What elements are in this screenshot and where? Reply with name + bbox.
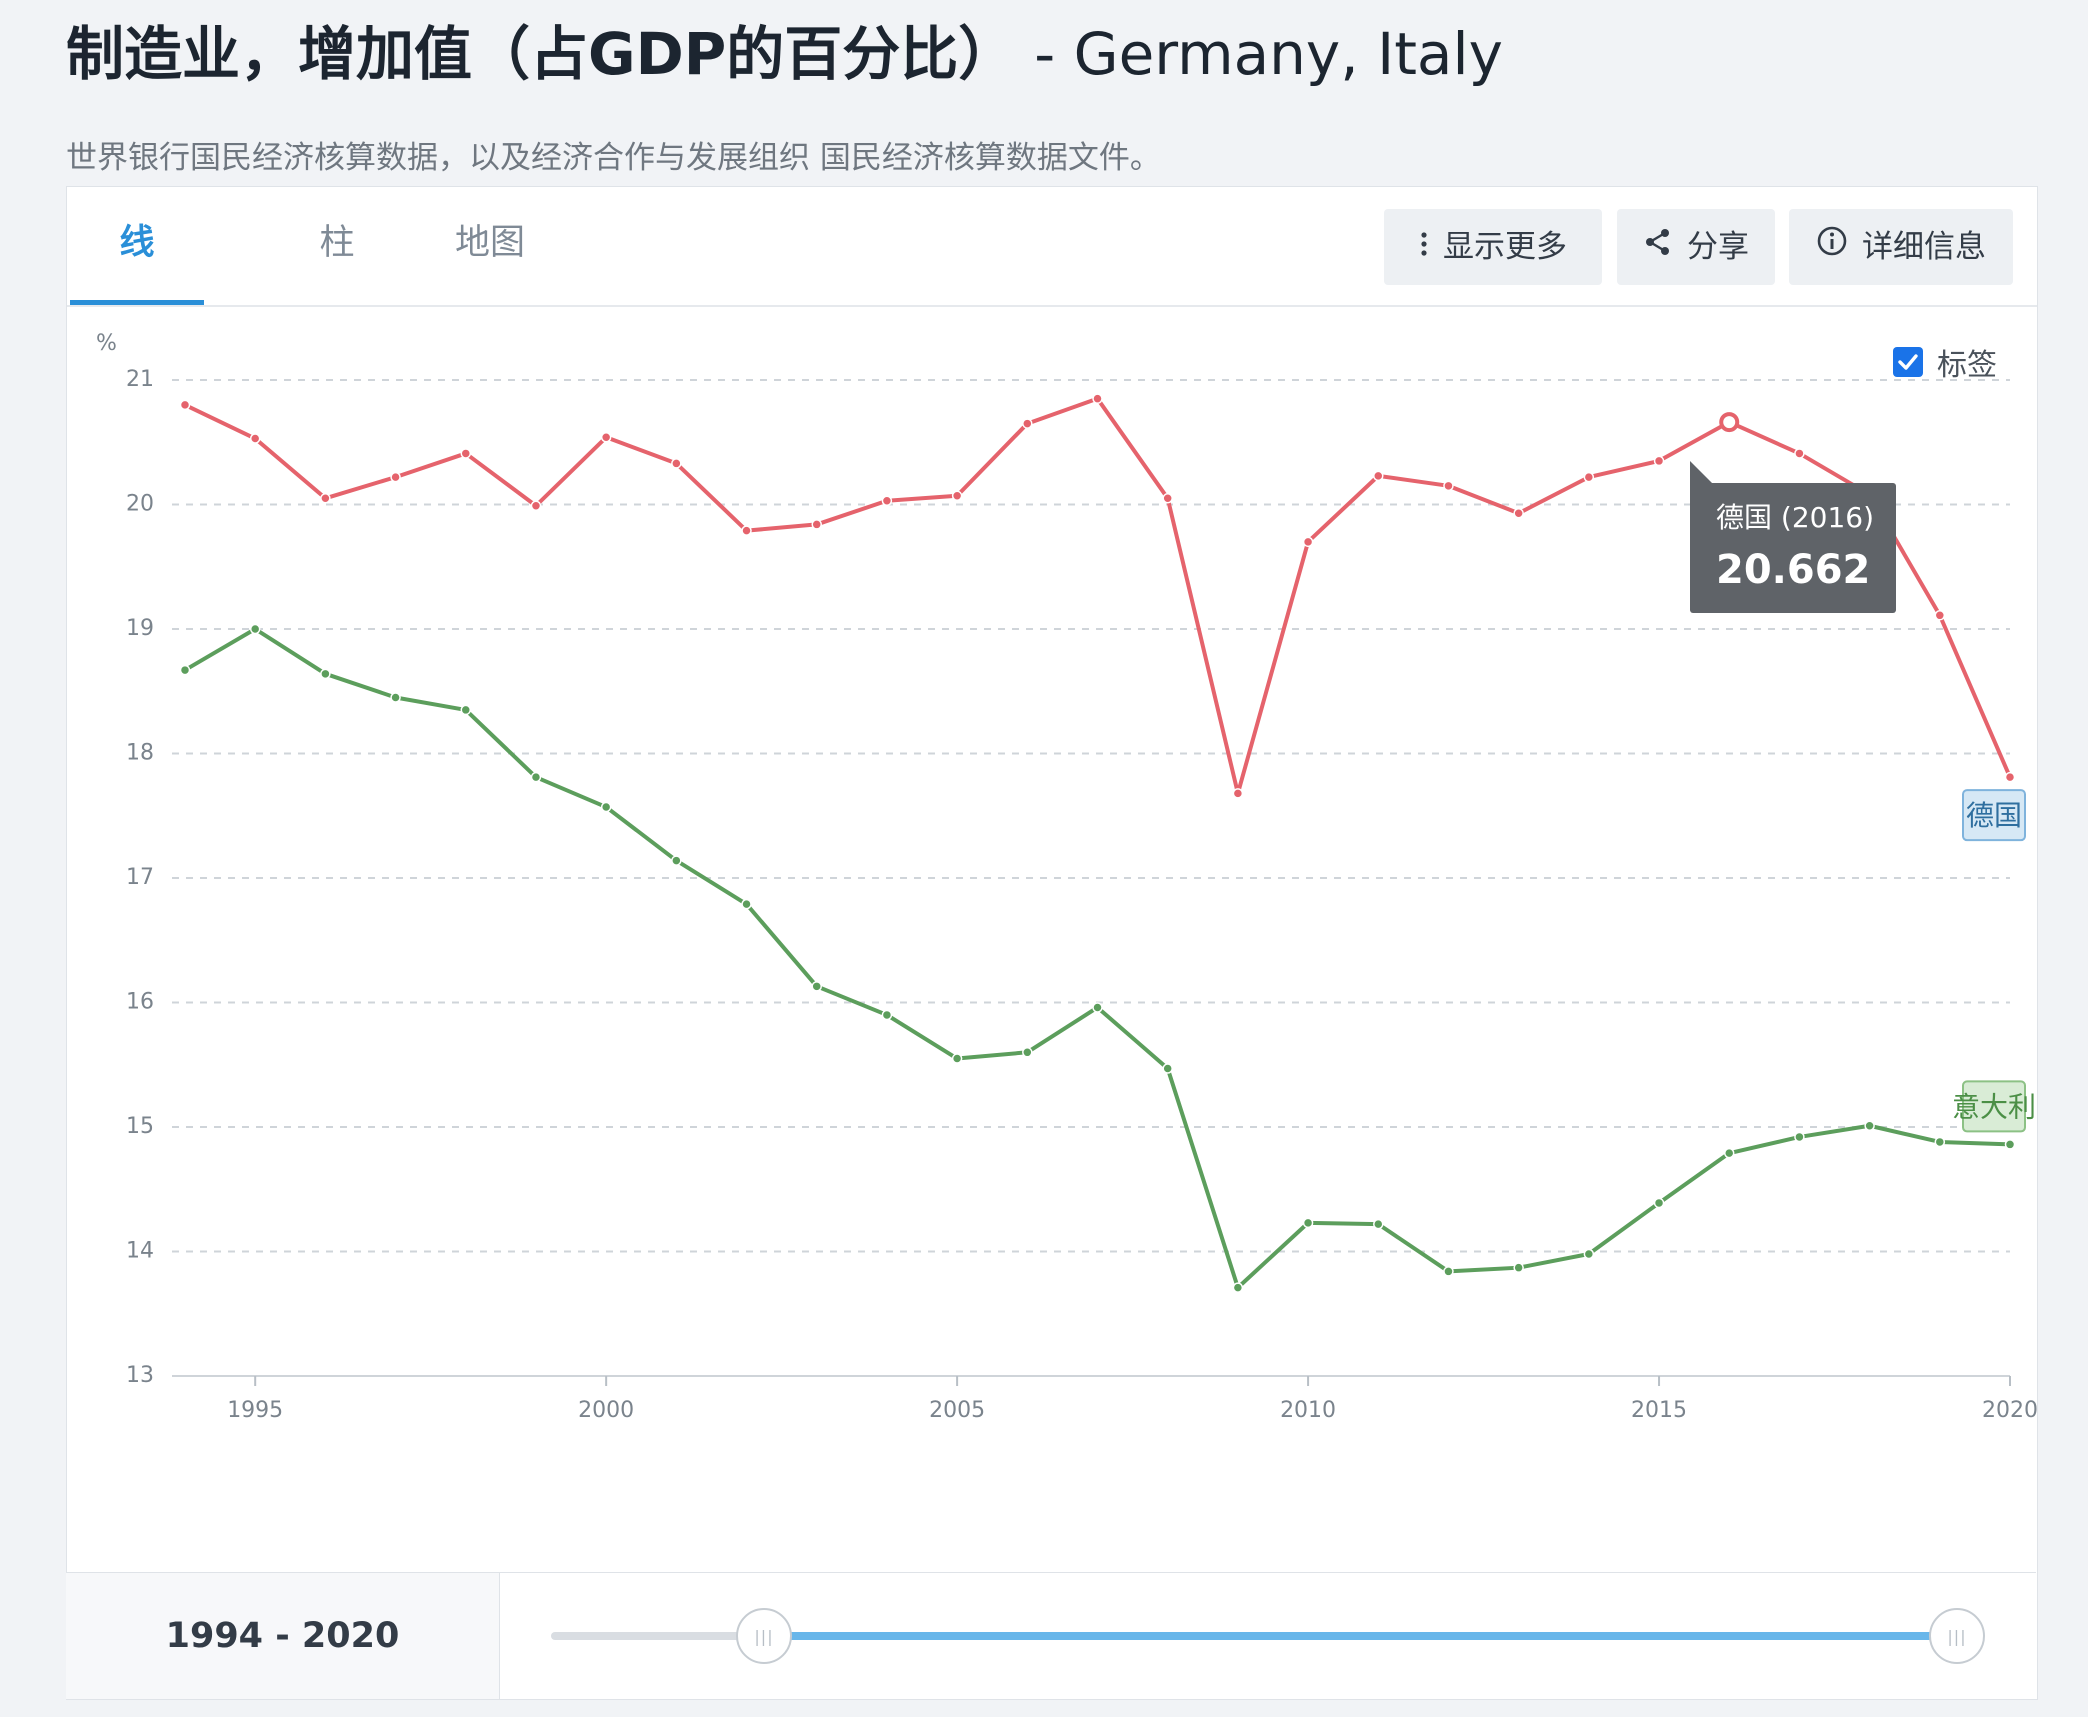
chart-tabs: 线 柱 地图 显示更多 分享 详细信息 [67, 187, 2037, 307]
tab-line[interactable]: 线 [70, 187, 204, 305]
indicator-title: 制造业，增加值（占GDP的百分比） [66, 20, 1017, 88]
labels-checkbox[interactable] [1893, 347, 1923, 377]
details-button[interactable]: 详细信息 [1789, 209, 2013, 285]
grip-icon: ||| [1947, 1626, 1967, 1646]
checkmark-icon [1898, 354, 1918, 370]
share-icon [1643, 209, 1673, 285]
range-label: 1994 - 2020 [66, 1573, 500, 1699]
range-start-handle[interactable]: ||| [736, 1608, 792, 1664]
time-range-panel: 1994 - 2020 ||| ||| [66, 1572, 2036, 1699]
tab-map[interactable]: 地图 [454, 223, 525, 263]
tab-bar[interactable]: 柱 [319, 223, 355, 263]
range-end-handle[interactable]: ||| [1929, 1608, 1985, 1664]
share-button[interactable]: 分享 [1617, 209, 1775, 285]
info-icon [1816, 209, 1848, 285]
country-list: - Germany, Italy [1034, 20, 1503, 88]
page-title: 制造业，增加值（占GDP的百分比） - Germany, Italy [66, 14, 1503, 94]
grip-icon: ||| [754, 1626, 774, 1646]
labels-toggle[interactable]: 标签 [1893, 340, 1997, 384]
chart-card: 线 柱 地图 显示更多 分享 详细信息 [66, 186, 2038, 1700]
source-subtitle: 世界银行国民经济核算数据，以及经济合作与发展组织 国民经济核算数据文件。 [66, 140, 1161, 176]
vertical-dots-icon [1419, 209, 1429, 285]
show-more-label: 显示更多 [1443, 229, 1567, 265]
range-slider-fill [764, 1632, 1957, 1640]
share-label: 分享 [1687, 229, 1749, 265]
details-label: 详细信息 [1862, 229, 1986, 265]
labels-toggle-label: 标签 [1937, 348, 1997, 383]
show-more-button[interactable]: 显示更多 [1384, 209, 1602, 285]
